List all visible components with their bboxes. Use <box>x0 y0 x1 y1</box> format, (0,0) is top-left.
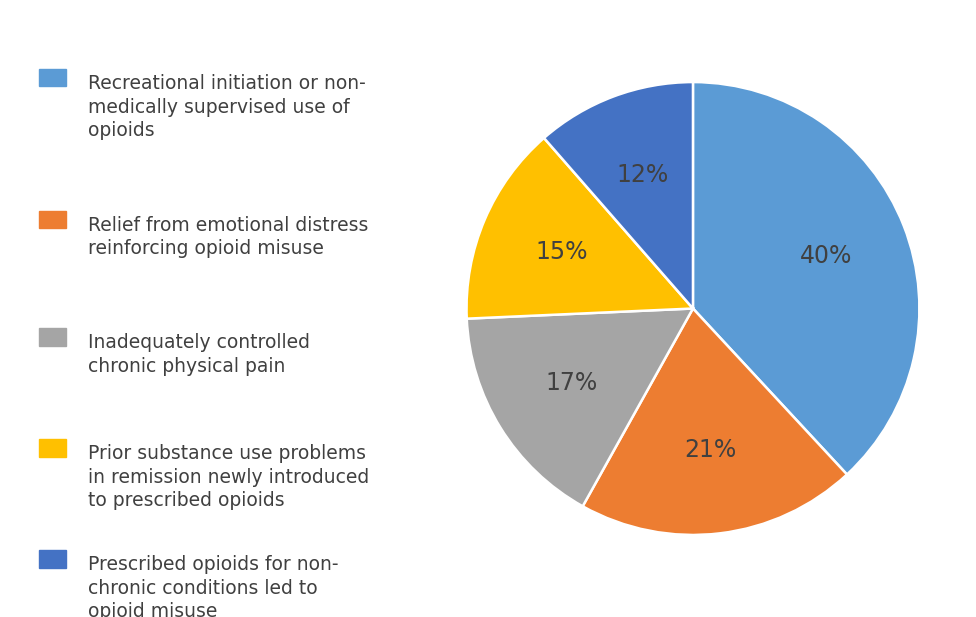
Text: Inadequately controlled
chronic physical pain: Inadequately controlled chronic physical… <box>88 333 309 376</box>
Text: Relief from emotional distress
reinforcing opioid misuse: Relief from emotional distress reinforci… <box>88 216 368 259</box>
Text: 21%: 21% <box>684 438 736 462</box>
Text: 15%: 15% <box>536 241 588 265</box>
Wedge shape <box>467 308 693 507</box>
Text: 17%: 17% <box>546 371 597 395</box>
Text: Prior substance use problems
in remission newly introduced
to prescribed opioids: Prior substance use problems in remissio… <box>88 444 369 510</box>
Text: 40%: 40% <box>799 244 852 268</box>
Wedge shape <box>693 82 919 474</box>
Text: Recreational initiation or non-
medically supervised use of
opioids: Recreational initiation or non- medicall… <box>88 74 366 140</box>
Text: 12%: 12% <box>617 163 669 187</box>
Wedge shape <box>544 82 693 308</box>
Wedge shape <box>467 138 693 318</box>
Wedge shape <box>583 308 847 535</box>
Text: Prescribed opioids for non-
chronic conditions led to
opioid misuse: Prescribed opioids for non- chronic cond… <box>88 555 339 617</box>
